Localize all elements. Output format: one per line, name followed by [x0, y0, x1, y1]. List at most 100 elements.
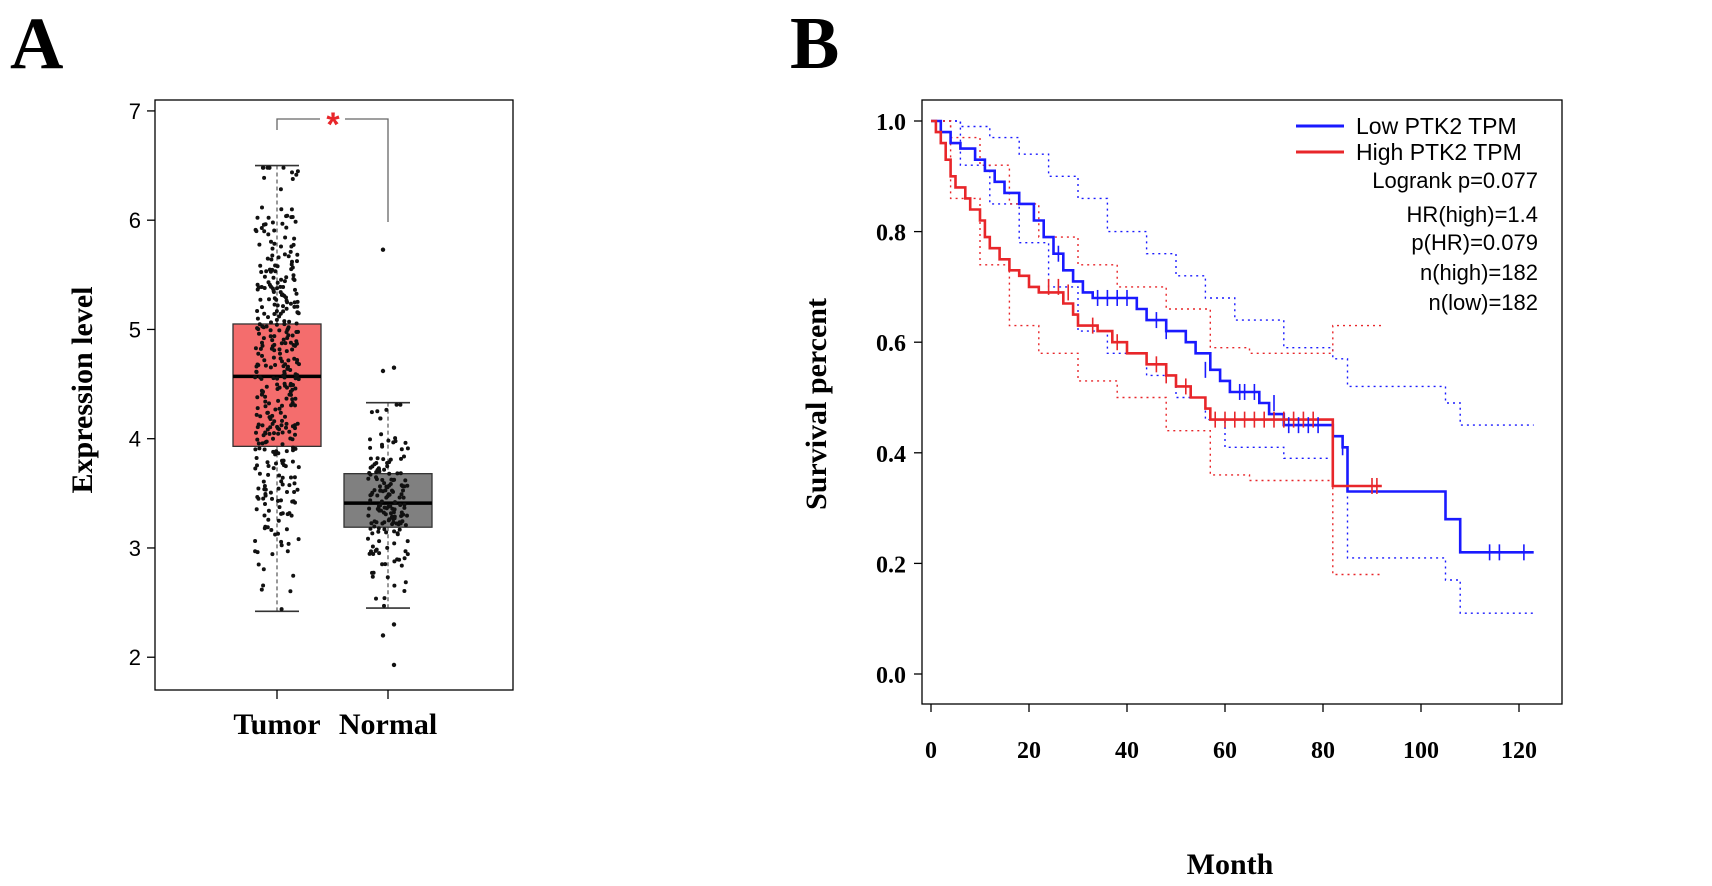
- data-point: [282, 279, 287, 284]
- data-point: [295, 373, 300, 378]
- data-point: [292, 490, 297, 494]
- data-point: [295, 304, 300, 309]
- data-point: [264, 439, 269, 444]
- data-point: [394, 521, 399, 526]
- data-point: [259, 270, 264, 274]
- significance-star: *: [326, 106, 340, 144]
- survival-x-axis-title: Month: [1187, 848, 1274, 881]
- data-point: [292, 236, 297, 241]
- survival-y-axis-title: Survival percent: [800, 298, 833, 510]
- data-point: [267, 431, 272, 436]
- data-point: [277, 406, 282, 411]
- data-point: [269, 257, 274, 262]
- data-point: [278, 351, 282, 356]
- data-point: [292, 481, 297, 486]
- data-point: [279, 341, 284, 346]
- data-point: [262, 274, 267, 279]
- data-point: [380, 521, 385, 526]
- data-point: [401, 495, 406, 500]
- data-point: [297, 362, 301, 367]
- bracket-right: [345, 118, 389, 222]
- data-point: [256, 351, 261, 356]
- data-point: [369, 521, 374, 526]
- data-point: [395, 532, 400, 537]
- data-point: [405, 446, 410, 451]
- boxplot-jitter-points: [253, 165, 410, 668]
- data-point: [260, 340, 264, 345]
- data-point: [390, 515, 394, 520]
- data-point: [370, 531, 375, 536]
- survival-x-ticks: 0 20 40 60 80 100 120: [925, 704, 1537, 764]
- data-point: [261, 222, 266, 227]
- y-tick-label-5: 7: [129, 99, 141, 124]
- data-point: [386, 438, 391, 443]
- data-point: [289, 215, 294, 220]
- data-point: [403, 478, 408, 483]
- data-point: [266, 232, 271, 237]
- data-point: [366, 513, 371, 518]
- data-point: [258, 297, 263, 302]
- x-tick-label-3: 60: [1213, 738, 1237, 764]
- data-point: [403, 580, 408, 585]
- data-point: [284, 396, 289, 401]
- ci-lower-low: [931, 120, 1534, 614]
- data-point: [381, 457, 386, 462]
- data-point: [272, 228, 277, 233]
- data-point: [293, 219, 298, 224]
- data-point: [402, 556, 407, 561]
- data-point: [366, 536, 370, 541]
- data-point: [378, 488, 383, 493]
- data-point: [375, 456, 380, 461]
- survival-y-ticks: 0.0 0.2 0.4 0.6 0.8 1.0: [876, 110, 922, 689]
- data-point: [388, 482, 393, 486]
- data-point: [262, 286, 267, 290]
- data-point: [368, 472, 373, 477]
- survival-line-high: [931, 119, 1382, 488]
- data-point: [399, 456, 403, 461]
- y-tick-label-1: 3: [129, 536, 141, 561]
- data-point: [271, 436, 275, 441]
- outlier-point-0: [380, 247, 386, 252]
- data-point: [292, 304, 297, 309]
- data-point: [275, 303, 280, 308]
- data-point: [284, 449, 289, 454]
- data-point: [274, 317, 279, 322]
- data-point: [260, 343, 265, 348]
- data-point: [398, 402, 403, 407]
- data-point: [276, 486, 281, 491]
- data-point: [268, 490, 273, 495]
- data-point: [287, 392, 292, 397]
- data-point: [385, 485, 390, 490]
- data-point: [288, 383, 293, 388]
- data-point: [280, 418, 284, 423]
- data-point: [261, 567, 266, 572]
- data-point: [289, 513, 294, 518]
- bracket-left: [276, 118, 320, 130]
- data-point: [281, 304, 285, 309]
- outlier-point-2: [380, 368, 386, 374]
- data-point: [265, 410, 270, 415]
- ci-upper-high: [931, 120, 1382, 354]
- data-point: [372, 524, 377, 529]
- data-point: [399, 447, 404, 452]
- data-point: [380, 478, 385, 482]
- legend-label-low: Low PTK2 TPM: [1356, 113, 1517, 139]
- data-point: [370, 464, 375, 469]
- data-point: [296, 329, 300, 334]
- data-point: [283, 235, 288, 240]
- data-point: [271, 466, 276, 471]
- data-point: [270, 413, 275, 418]
- data-point: [268, 417, 273, 421]
- y-tick-label-0: 0.0: [876, 663, 906, 689]
- data-point: [385, 575, 390, 580]
- data-point: [284, 349, 289, 354]
- data-point: [382, 481, 387, 486]
- data-point: [281, 285, 286, 289]
- data-point: [283, 341, 288, 346]
- censor-marks: [1047, 245, 1525, 561]
- data-point: [275, 382, 280, 387]
- data-point: [379, 432, 384, 437]
- data-point: [259, 376, 264, 381]
- data-point: [284, 225, 289, 230]
- data-point: [289, 403, 294, 408]
